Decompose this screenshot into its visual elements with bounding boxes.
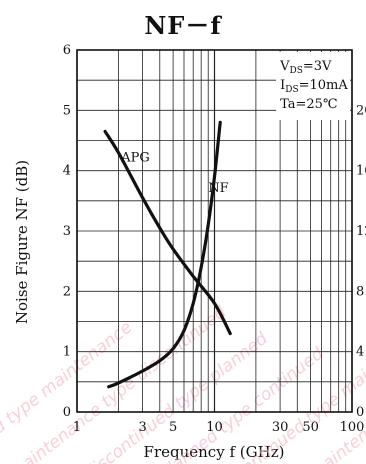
condition-line: IDS=10mA <box>280 78 348 95</box>
y-tick-label: 3 <box>63 224 71 239</box>
plot-frame <box>76 49 353 413</box>
x-tick-label: 5 <box>169 420 177 435</box>
y-tick-label: 2 <box>63 284 71 299</box>
y-tick-label: 6 <box>63 43 71 58</box>
y-tick-label: 0 <box>63 405 71 420</box>
x-tick-label: 10 <box>206 420 223 435</box>
condition-line: VDS=3V <box>279 59 332 76</box>
x-axis-label: Frequency f (GHz) <box>143 443 285 461</box>
condition-line: Ta=25℃ <box>280 97 337 112</box>
x-tick-label: 3 <box>138 420 146 435</box>
conditions-box: VDS=3V IDS=10mA Ta=25℃ <box>276 52 350 120</box>
conditions-bg <box>276 52 350 120</box>
y-tick-label: 5 <box>63 103 71 118</box>
x-tick-label: 1 <box>73 420 81 435</box>
x-tick-label: 50 <box>302 420 319 435</box>
y2-tick-label: 16 <box>356 164 366 179</box>
y2-tick-label: 8 <box>356 284 364 299</box>
y2-tick-label: 0 <box>356 405 364 420</box>
series-label-apg: APG <box>120 151 150 166</box>
x-tick-label: 100 <box>340 420 365 435</box>
series-label-nf: NF <box>208 181 228 196</box>
chart-title: NF－f <box>144 11 222 40</box>
tick-labels: 1351030501000123456048121620 <box>63 43 366 435</box>
x-tick-label: 30 <box>272 420 289 435</box>
series: APG NF <box>103 120 232 389</box>
series-line-nf <box>107 120 222 389</box>
y2-tick-label: 12 <box>356 224 366 239</box>
y2-tick-label: 4 <box>356 345 364 360</box>
y2-tick-label: 20 <box>356 103 366 118</box>
series-line-apg <box>103 129 232 336</box>
y-tick-label: 4 <box>63 164 71 179</box>
y-tick-label: 1 <box>63 345 71 360</box>
